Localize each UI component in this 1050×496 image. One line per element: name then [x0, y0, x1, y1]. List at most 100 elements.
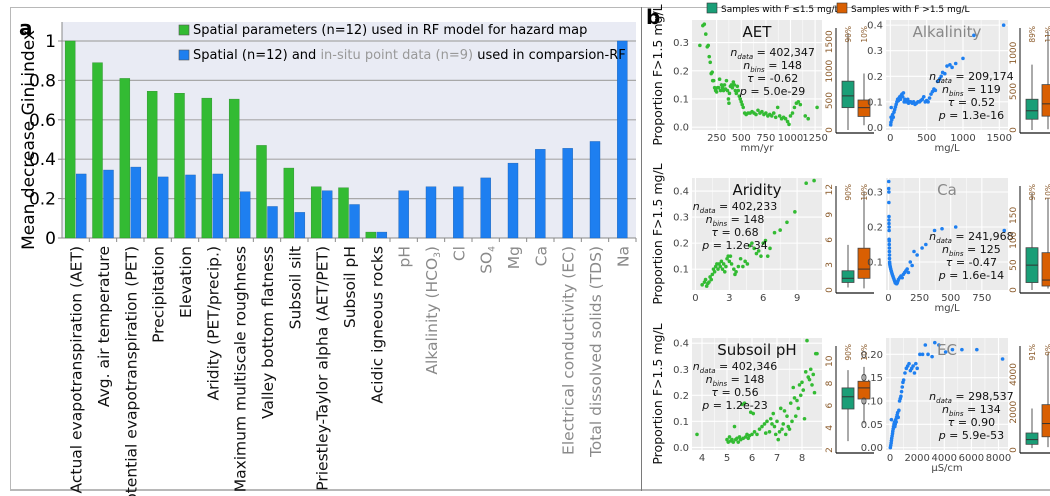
data-point [785, 414, 789, 418]
bar-comparison [480, 177, 491, 239]
x-tick-label: 8000 [986, 453, 1011, 464]
x-tick-label: 6 [749, 453, 755, 464]
data-point [887, 200, 891, 205]
boxplot-tick-label: 100 [1009, 231, 1019, 248]
boxplot-tick-label: 9 [825, 212, 835, 218]
data-point [777, 114, 782, 118]
data-point [734, 91, 739, 96]
legend-label-green: Spatial parameters (n=12) used in RF mod… [193, 23, 587, 38]
stat-subscript: data [700, 207, 716, 215]
data-point [718, 88, 723, 93]
stat-subscript: data [936, 397, 952, 405]
data-point [785, 220, 789, 225]
subplot-aet: 250 500 750 1000 12500.00.10.20.3mm/yrAETnda… [650, 4, 874, 154]
legend-label-blue-insitu: in-situ point data (n=9) [320, 48, 473, 63]
y-tick-label: 0.3 [867, 46, 883, 57]
stat-line: τ = 0.90 [948, 416, 995, 429]
bar-comparison [267, 206, 278, 239]
bar-spatial [64, 40, 76, 239]
data-point [707, 280, 711, 284]
data-point [801, 388, 806, 392]
data-point [1000, 357, 1005, 361]
data-point [726, 97, 731, 101]
boxplot-tick-label: 6 [825, 403, 835, 409]
y-tick-label: 0.2 [29, 190, 56, 210]
data-point [703, 277, 708, 282]
boxplot-tick-label: 2 [825, 447, 835, 453]
x-tick-label: Ca [532, 246, 550, 266]
boxplot-box-low [1025, 98, 1039, 120]
y-tick-label: 0.8 [29, 71, 56, 91]
stat-symbol: p [739, 85, 747, 98]
stat-value: = 134 [964, 403, 1001, 416]
stat-symbol: n [929, 70, 936, 83]
boxplot-tick-label: 3 [825, 262, 835, 268]
data-point [743, 259, 747, 264]
data-point [740, 102, 745, 107]
subplot-alkalinity: 0 500 1000 1500 0.0 0.1 0.2 0.3 0.4 mg/L Alkalinit… [867, 20, 1050, 154]
stat-line: ndata = 402,347 [730, 46, 814, 61]
stat-subscript: bins [949, 90, 964, 98]
subscript: 4 [488, 246, 498, 252]
data-point [945, 64, 949, 68]
x-tick-label: 6000 [959, 453, 984, 464]
data-point [742, 401, 747, 405]
stat-line: τ = 0.68 [711, 226, 758, 239]
stat-line: ndata = 298,537 [929, 390, 1013, 405]
stat-subscript: data [700, 367, 716, 375]
data-point [887, 225, 891, 229]
y-tick-label: 0.0 [673, 443, 689, 454]
boxplot-box-low [841, 387, 855, 410]
x-tick-label: 500 [941, 293, 960, 304]
stat-line: ndata = 402,233 [693, 200, 777, 215]
x-tick-label: 750 [972, 293, 991, 304]
data-point [797, 383, 802, 387]
x-axis-label: µS/cm [931, 463, 962, 474]
bar-spatial [338, 187, 349, 239]
x-tick-label: 500 [732, 133, 751, 144]
data-point [791, 385, 796, 390]
data-point [906, 270, 911, 275]
x-tick-label: Electrical conductivity (EC) [560, 246, 578, 455]
data-point [727, 91, 732, 96]
data-point [802, 416, 807, 421]
data-point [796, 406, 801, 411]
data-point [709, 277, 714, 282]
data-point [894, 420, 898, 424]
boxplot-percent-label: 10% [1044, 184, 1050, 201]
y-tick-label: 0.2 [673, 391, 689, 402]
data-point [812, 178, 816, 183]
y-tick-label: 0.00 [861, 443, 883, 454]
data-point [927, 96, 932, 100]
data-point [912, 371, 917, 375]
data-point [887, 214, 891, 219]
data-point [887, 253, 892, 257]
boxplot-tick-label: 0 [1009, 447, 1019, 453]
data-point [724, 78, 729, 83]
x-tick-label: 8 [799, 453, 805, 464]
subplot-title: EC [937, 341, 957, 359]
subplot-ec: 0 2000 4000 6000 80000.000.050.100.150.20µS/… [861, 338, 1050, 474]
data-point [703, 32, 708, 36]
panel-a-plot-area: 0 0.2 0.4 0.6 0.8 1 Actual evapotranspiration … [29, 22, 637, 496]
data-point [796, 99, 801, 104]
data-point [776, 437, 781, 442]
y-tick-label: 0.4 [29, 150, 56, 170]
x-tick-label: 750 [756, 133, 775, 144]
stat-value: = 241,968 [952, 230, 1014, 243]
data-point [736, 88, 741, 93]
boxplot-box-low [1025, 432, 1039, 445]
data-point [731, 440, 736, 444]
data-point [901, 378, 906, 382]
data-point [756, 108, 760, 113]
data-point [795, 398, 799, 403]
data-point [899, 394, 903, 399]
x-tick-label: 5 [724, 453, 730, 464]
data-point [950, 347, 955, 352]
x-tick-label: 0 [887, 453, 893, 464]
data-point [787, 427, 792, 431]
stat-value: = 148 [727, 373, 764, 386]
stat-line: ndata = 402,346 [693, 360, 777, 375]
data-point [752, 246, 756, 251]
